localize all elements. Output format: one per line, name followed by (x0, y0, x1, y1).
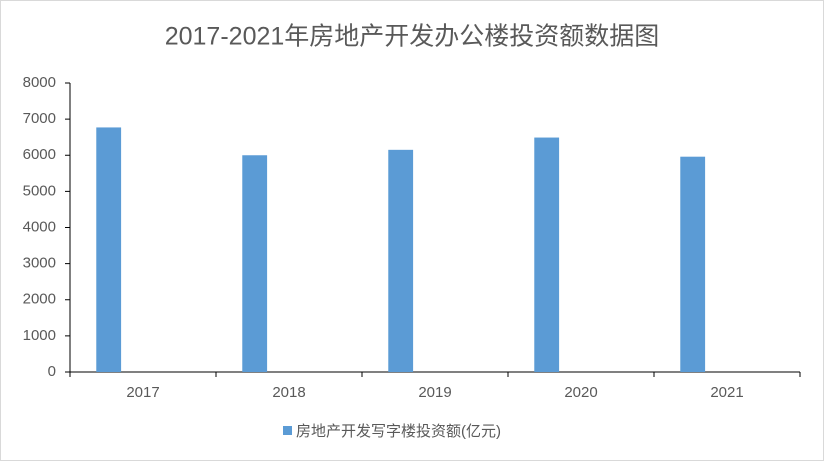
legend-label: 房地产开发写字楼投资额(亿元) (296, 423, 501, 440)
x-tick-label: 2021 (710, 384, 743, 401)
y-tick-label: 0 (48, 363, 56, 380)
y-tick-label: 6000 (23, 146, 56, 163)
bar (680, 156, 706, 372)
bar (96, 127, 122, 372)
y-tick-label: 2000 (23, 291, 56, 308)
bar (534, 137, 560, 372)
y-tick-label: 7000 (23, 110, 56, 127)
bar (242, 155, 268, 372)
x-tick-label: 2017 (126, 384, 159, 401)
y-tick-label: 8000 (23, 74, 56, 91)
x-tick-label: 2019 (418, 384, 451, 401)
x-tick-label: 2018 (272, 384, 305, 401)
bar (388, 149, 414, 372)
y-tick-label: 3000 (23, 255, 56, 272)
x-tick-label: 2020 (564, 384, 597, 401)
y-tick-label: 4000 (23, 218, 56, 235)
y-tick-label: 5000 (23, 182, 56, 199)
chart-title: 2017-2021年房地产开发办公楼投资额数据图 (165, 23, 660, 51)
legend-swatch (283, 426, 292, 435)
y-tick-label: 1000 (23, 327, 56, 344)
